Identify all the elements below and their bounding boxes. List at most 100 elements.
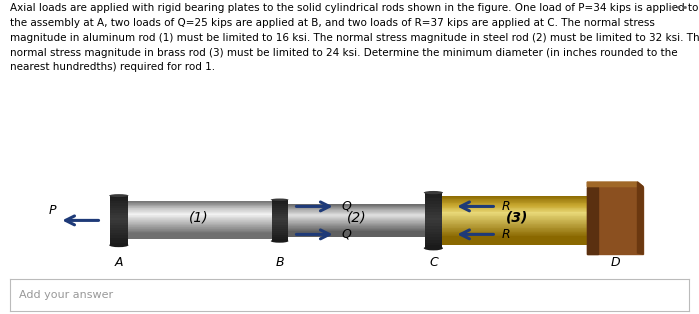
Bar xyxy=(110,213,127,215)
Bar xyxy=(425,195,442,198)
Bar xyxy=(119,237,280,238)
Polygon shape xyxy=(587,182,643,187)
Bar xyxy=(280,210,433,211)
Polygon shape xyxy=(637,182,643,254)
Bar xyxy=(280,230,433,231)
Bar xyxy=(433,197,587,198)
Bar xyxy=(433,205,587,206)
Bar xyxy=(433,233,587,234)
Bar xyxy=(433,221,587,222)
Bar xyxy=(280,234,433,235)
Bar xyxy=(433,240,587,241)
Bar xyxy=(271,235,288,237)
Bar xyxy=(110,206,127,208)
Bar xyxy=(271,229,288,231)
Bar xyxy=(433,243,587,244)
Bar xyxy=(110,235,127,238)
Bar xyxy=(271,202,288,204)
Bar xyxy=(119,207,280,208)
Bar xyxy=(433,229,587,230)
Bar xyxy=(280,205,433,206)
Bar xyxy=(280,227,433,228)
Bar xyxy=(433,199,587,200)
Bar xyxy=(433,241,587,242)
Bar xyxy=(110,220,127,223)
Bar xyxy=(271,222,288,225)
Bar xyxy=(280,219,433,220)
Bar xyxy=(433,198,587,199)
Bar xyxy=(119,232,280,233)
Bar xyxy=(119,221,280,222)
Bar xyxy=(280,206,433,207)
Bar xyxy=(433,232,587,233)
Bar xyxy=(119,202,280,203)
Bar xyxy=(433,204,587,205)
Bar xyxy=(433,225,587,226)
Bar xyxy=(119,238,280,239)
Bar xyxy=(425,243,442,246)
Bar xyxy=(119,211,280,212)
Bar xyxy=(119,228,280,229)
Bar xyxy=(433,216,587,217)
Bar xyxy=(280,236,433,237)
Bar xyxy=(280,209,433,210)
Bar xyxy=(119,216,280,217)
Bar xyxy=(110,240,127,243)
Bar xyxy=(425,223,442,226)
Bar xyxy=(425,215,442,218)
Bar xyxy=(119,214,280,215)
Bar xyxy=(280,235,433,236)
Bar xyxy=(119,209,280,210)
Bar xyxy=(433,212,587,213)
Bar xyxy=(425,207,442,209)
Bar xyxy=(425,231,442,234)
Bar xyxy=(433,236,587,237)
Bar xyxy=(110,223,127,225)
Ellipse shape xyxy=(424,191,443,194)
Bar xyxy=(119,208,280,209)
Bar xyxy=(110,215,127,218)
Bar xyxy=(119,204,280,205)
Bar xyxy=(433,230,587,231)
Text: Q: Q xyxy=(341,200,351,213)
Text: D: D xyxy=(610,256,620,269)
Bar xyxy=(433,238,587,239)
Bar xyxy=(433,208,587,209)
Bar xyxy=(271,237,288,239)
Bar xyxy=(110,208,127,210)
Bar xyxy=(280,208,433,209)
Bar xyxy=(119,203,280,204)
Bar xyxy=(433,239,587,240)
Bar xyxy=(433,222,587,223)
Bar xyxy=(119,224,280,225)
Text: R: R xyxy=(502,200,510,213)
Bar xyxy=(425,220,442,223)
Ellipse shape xyxy=(109,194,129,197)
Bar xyxy=(110,198,127,201)
Bar xyxy=(280,221,433,222)
Bar xyxy=(271,218,288,220)
Bar xyxy=(433,200,587,201)
Bar xyxy=(271,220,288,222)
Bar xyxy=(271,225,288,227)
Bar xyxy=(587,187,598,254)
Bar xyxy=(110,233,127,235)
Bar xyxy=(433,224,587,225)
Bar xyxy=(119,231,280,232)
Bar xyxy=(280,216,433,217)
Bar xyxy=(271,206,288,208)
Text: A: A xyxy=(115,256,123,269)
Bar xyxy=(110,225,127,228)
Text: (3): (3) xyxy=(506,211,528,225)
Bar xyxy=(110,230,127,233)
Bar xyxy=(119,220,280,221)
Bar xyxy=(280,232,433,233)
Bar xyxy=(433,202,587,203)
Text: P: P xyxy=(49,203,56,217)
Bar xyxy=(280,204,433,205)
Text: (2): (2) xyxy=(347,211,366,225)
Bar xyxy=(119,205,280,206)
Bar xyxy=(433,209,587,210)
Bar xyxy=(433,228,587,229)
Bar xyxy=(433,226,587,227)
